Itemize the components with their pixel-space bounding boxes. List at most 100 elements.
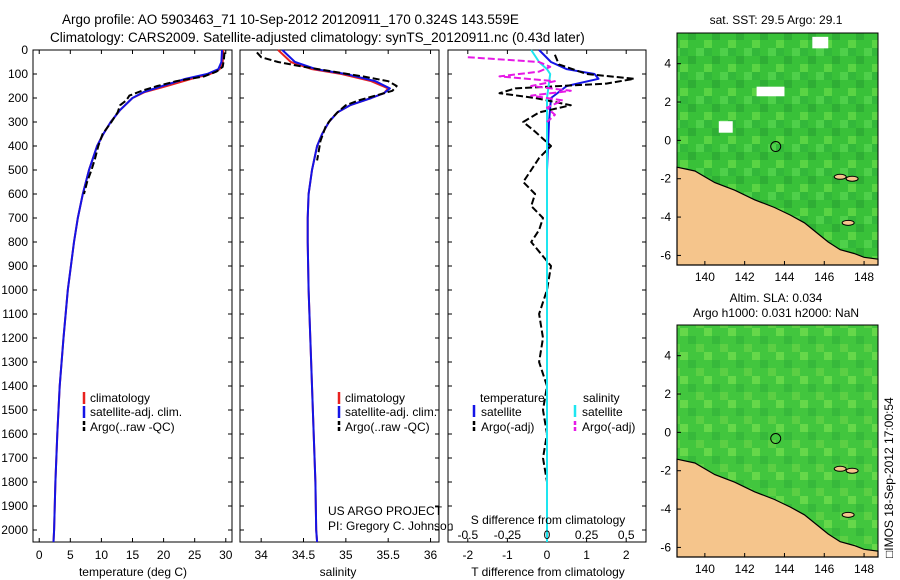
map-x-tick-label: 144 [774, 270, 794, 284]
map-y-tick-label: -2 [660, 464, 671, 478]
difference-plot: -2 -1 0 1 2 -0.5 -0.25 0 0.25 0.5 [448, 49, 646, 562]
temperature-legend: climatology satellite-adj. clim. Argo(..… [82, 391, 182, 434]
depth-tick-label: 1600 [1, 427, 28, 441]
depth-tick-label: 1200 [1, 331, 28, 345]
depth-tick-label: 2000 [1, 523, 28, 537]
legend-label-temp-satellite: satellite [481, 405, 522, 419]
depth-tick-label: 700 [8, 211, 28, 225]
x-top-tick-label: 0.25 [575, 528, 599, 542]
missing-data-patch [812, 36, 829, 49]
map-y-tick-label: -6 [660, 540, 671, 554]
depth-tick-label: 200 [8, 91, 28, 105]
x-tick-label: 35.5 [377, 548, 401, 562]
temperature-panel-frame [32, 49, 233, 543]
x-tick-label: 2 [623, 548, 630, 562]
legend-label-sal-argo: Argo(-adj) [582, 420, 635, 434]
argo-line [83, 52, 226, 195]
x-tick-label: 0 [544, 548, 551, 562]
x-tick-label: 1 [583, 548, 590, 562]
map-y-tick-label: 2 [664, 95, 671, 109]
pi-credit: PI: Gregory C. Johnson [328, 519, 453, 533]
island [841, 511, 855, 518]
missing-data-patch [756, 86, 785, 97]
legend-label-argo: Argo(..raw -QC) [345, 420, 430, 434]
map-y-tick-label: -4 [660, 502, 671, 516]
legend-label-argo: Argo(..raw -QC) [90, 420, 175, 434]
island [845, 467, 859, 474]
missing-data-patch [718, 121, 733, 133]
difference-xlabel: T difference from climatology [471, 565, 625, 579]
sst-map-title: sat. SST: 29.5 Argo: 29.1 [710, 13, 843, 27]
depth-tick-label: 400 [8, 139, 28, 153]
map-x-tick-label: 142 [735, 562, 755, 576]
x-top-tick-label: 0 [544, 528, 551, 542]
sst-map: sat. SST: 29.5 Argo: 29.1 140 142 144 146 14… [660, 13, 879, 284]
map-y-tick-label: 2 [664, 387, 671, 401]
x-top-tick-label: -0.25 [494, 528, 522, 542]
map-frame [676, 324, 879, 558]
depth-tick-label: 300 [8, 115, 28, 129]
depth-tick-label: 0 [21, 43, 28, 57]
map-x-tick-label: 140 [695, 270, 715, 284]
x-tick-label: 30 [219, 548, 233, 562]
salinity-panel-frame [239, 49, 440, 543]
island [833, 465, 847, 472]
x-tick-label: 34.5 [292, 548, 316, 562]
map-y-tick-label: -6 [660, 248, 671, 262]
map-x-tick-label: 144 [774, 562, 794, 576]
depth-tick-label: 500 [8, 163, 28, 177]
x-tick-label: 5 [67, 548, 74, 562]
depth-tick-label: 600 [8, 187, 28, 201]
depth-tick-label: 100 [8, 67, 28, 81]
satellite-line [52, 49, 223, 543]
depth-tick-label: 1500 [1, 403, 28, 417]
depth-axis: 0 100 200 300 400 500 600 700 800 900 1000 1100 1200… [1, 43, 28, 537]
depth-tick-label: 800 [8, 235, 28, 249]
salinity-xlabel: salinity [320, 565, 357, 579]
depth-tick-label: 1100 [2, 307, 28, 321]
imos-timestamp: □IMOS 18-Sep-2012 17:00:54 [882, 397, 896, 558]
project-credit: US ARGO PROJECT [328, 504, 443, 518]
depth-tick-label: 1700 [1, 451, 28, 465]
map-x-tick-label: 146 [814, 562, 834, 576]
x-tick-label: 10 [95, 548, 109, 562]
legend-label-satellite: satellite-adj. clim. [345, 405, 437, 419]
x-tick-label: 15 [126, 548, 140, 562]
difference-legend: temperature satellite Argo(-adj) salinit… [472, 391, 635, 434]
argo-float-marker [770, 433, 782, 445]
map-x-tick-label: 148 [854, 270, 874, 284]
depth-tick-label: 1800 [1, 475, 28, 489]
title-line-2: Climatology: CARS2009. Satellite-adjuste… [50, 30, 585, 45]
x-tick-label: 20 [157, 548, 171, 562]
difference-xlabel-top: S difference from climatology [471, 513, 626, 527]
legend-heading-temperature: temperature [480, 391, 545, 405]
map-x-tick-label: 140 [695, 562, 715, 576]
x-tick-label: 35 [339, 548, 353, 562]
map-y-tick-label: 4 [664, 349, 671, 363]
island [833, 173, 847, 180]
argo-float-marker [770, 141, 782, 153]
temperature-plot: 0 5 10 15 20 25 30 [33, 49, 233, 562]
depth-tick-label: 1300 [1, 355, 28, 369]
depth-tick-label: 1400 [1, 379, 28, 393]
map-y-tick-label: -4 [660, 210, 671, 224]
map-frame [676, 32, 879, 266]
depth-tick-label: 1000 [1, 283, 28, 297]
sal-argo-diff-line [467, 56, 572, 123]
x-top-tick-label: -0.5 [457, 528, 478, 542]
map-x-tick-label: 142 [735, 270, 755, 284]
x-tick-label: 36 [424, 548, 438, 562]
title-line-1: Argo profile: AO 5903463_71 10-Sep-2012 … [62, 12, 519, 27]
legend-heading-salinity: salinity [583, 391, 620, 405]
map-y-tick-label: 4 [664, 57, 671, 71]
map-y-tick-label: 0 [664, 133, 671, 147]
temp-argo-diff-line [498, 54, 636, 530]
legend-label-temp-argo: Argo(-adj) [481, 420, 534, 434]
salinity-legend: climatology satellite-adj. clim. Argo(..… [337, 391, 437, 434]
map-x-tick-label: 148 [854, 562, 874, 576]
legend-label-satellite: satellite-adj. clim. [90, 405, 182, 419]
legend-label-climatology: climatology [345, 391, 405, 405]
depth-tick-label: 1900 [1, 499, 28, 513]
x-tick-label: 25 [188, 548, 202, 562]
island [845, 175, 859, 182]
